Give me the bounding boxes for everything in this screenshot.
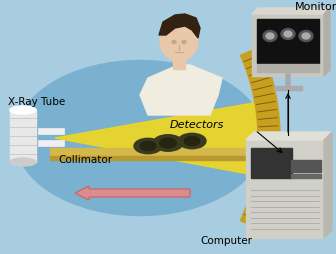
Text: Collimator: Collimator: [58, 155, 112, 165]
Ellipse shape: [281, 28, 295, 40]
Bar: [173, 55, 185, 69]
Bar: [252, 14, 324, 76]
Ellipse shape: [140, 141, 156, 151]
Ellipse shape: [160, 138, 176, 148]
Ellipse shape: [299, 30, 313, 41]
Polygon shape: [140, 65, 222, 115]
Bar: [274, 86, 302, 90]
Bar: [291, 160, 321, 172]
Bar: [291, 174, 321, 178]
Bar: [10, 110, 36, 162]
Text: Computer: Computer: [200, 236, 252, 246]
Ellipse shape: [10, 106, 36, 114]
Ellipse shape: [263, 30, 277, 41]
Text: Monitor: Monitor: [295, 2, 336, 12]
Bar: [246, 140, 324, 238]
Bar: [50, 156, 270, 160]
FancyArrow shape: [75, 186, 190, 200]
Polygon shape: [324, 8, 330, 76]
Ellipse shape: [182, 40, 186, 43]
Bar: [252, 14, 324, 76]
Ellipse shape: [266, 33, 274, 39]
Bar: [10, 110, 36, 162]
Polygon shape: [246, 132, 332, 140]
Ellipse shape: [184, 136, 200, 146]
Bar: [257, 64, 319, 72]
Polygon shape: [38, 128, 64, 134]
Ellipse shape: [178, 133, 206, 149]
Bar: [50, 148, 270, 156]
Polygon shape: [159, 14, 200, 38]
Bar: [257, 19, 319, 63]
Polygon shape: [55, 100, 270, 178]
Ellipse shape: [153, 135, 183, 151]
Ellipse shape: [172, 40, 176, 43]
Ellipse shape: [160, 19, 198, 61]
Polygon shape: [324, 132, 332, 238]
Wedge shape: [241, 46, 280, 230]
Ellipse shape: [10, 158, 36, 166]
Text: X-Ray Tube: X-Ray Tube: [8, 97, 65, 107]
Ellipse shape: [15, 60, 265, 215]
Ellipse shape: [134, 138, 162, 154]
Text: Detectors: Detectors: [170, 120, 224, 130]
Bar: [251, 148, 292, 178]
Bar: [246, 140, 324, 238]
Ellipse shape: [284, 31, 292, 37]
Polygon shape: [38, 140, 64, 146]
Polygon shape: [252, 8, 330, 14]
Ellipse shape: [302, 33, 310, 39]
